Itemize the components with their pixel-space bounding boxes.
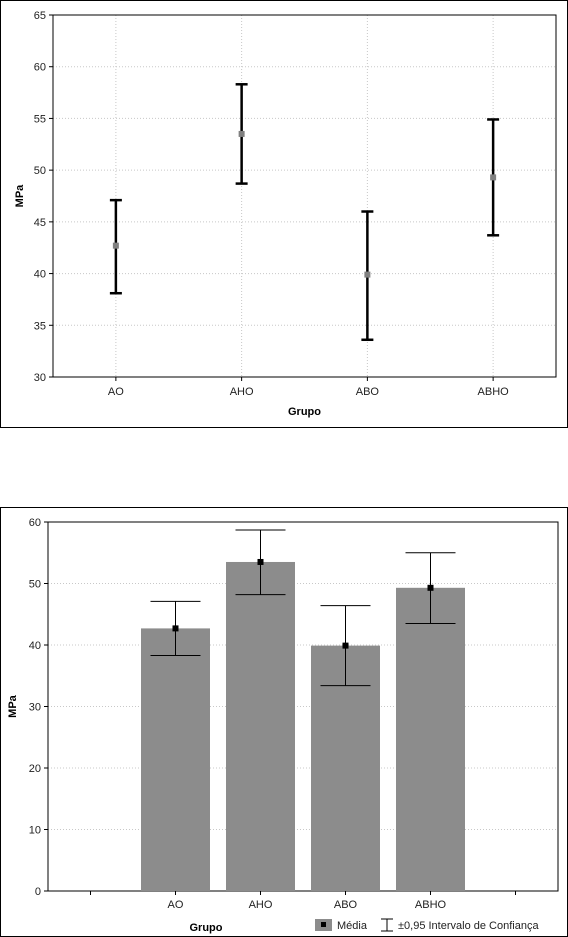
y-axis-title: MPa	[7, 694, 19, 718]
mean-point	[364, 271, 371, 278]
y-tick-label: 60	[29, 517, 41, 529]
legend-ci-label: ±0,95 Intervalo de Confiança	[398, 920, 539, 932]
bar	[311, 645, 380, 891]
bar	[396, 587, 465, 891]
errorbar-chart: 30 35 40 45 50 55 60 65 AO AHO ABO ABHO Grupo MPa	[14, 10, 557, 418]
x-tick-label: AO	[168, 899, 184, 911]
y-tick-label: 40	[29, 640, 41, 652]
y-tick-label: 0	[35, 886, 41, 898]
y-tick-label: 30	[29, 702, 41, 714]
x-tick-label: ABO	[334, 899, 358, 911]
mean-point	[257, 558, 264, 565]
y-tick-label: 55	[34, 113, 46, 125]
legend-mean-label: Média	[337, 920, 368, 932]
y-tick-label: 50	[34, 165, 46, 177]
y-tick-label: 35	[34, 320, 46, 332]
y-tick-label: 20	[29, 763, 41, 775]
bar-chart: 0 10 20 30 40 50 60 AO AHO ABO ABHO Grupo MPa Média ±0…	[7, 517, 559, 934]
chart-panel-bottom: 0 10 20 30 40 50 60 AO AHO ABO ABHO Grupo MPa Média ±0…	[0, 507, 568, 937]
mean-point	[172, 625, 179, 632]
x-axis-title: Grupo	[190, 922, 223, 934]
mean-point	[490, 174, 497, 181]
mean-point	[342, 642, 349, 649]
y-tick-label: 45	[34, 217, 46, 229]
x-tick-label: ABO	[356, 386, 380, 398]
mean-point	[112, 242, 119, 249]
y-axis-title: MPa	[14, 184, 26, 208]
bar	[226, 561, 295, 891]
y-tick-label: 50	[29, 579, 41, 591]
y-tick-label: 10	[29, 825, 41, 837]
y-tick-label: 60	[34, 62, 46, 74]
mean-point	[427, 584, 434, 591]
y-tick-label: 40	[34, 269, 46, 281]
chart-panel-top: 30 35 40 45 50 55 60 65 AO AHO ABO ABHO Grupo MPa	[0, 0, 568, 428]
legend-mean-marker	[321, 922, 326, 927]
plot-area	[52, 14, 557, 378]
x-tick-label: AHO	[230, 386, 254, 398]
x-tick-label: ABHO	[415, 899, 447, 911]
y-tick-label: 30	[34, 372, 46, 384]
x-axis-title: Grupo	[288, 406, 321, 418]
y-tick-label: 65	[34, 10, 46, 22]
bar	[141, 628, 210, 891]
x-tick-label: ABHO	[478, 386, 510, 398]
mean-point	[238, 130, 245, 137]
x-tick-label: AO	[108, 386, 124, 398]
x-tick-label: AHO	[249, 899, 273, 911]
